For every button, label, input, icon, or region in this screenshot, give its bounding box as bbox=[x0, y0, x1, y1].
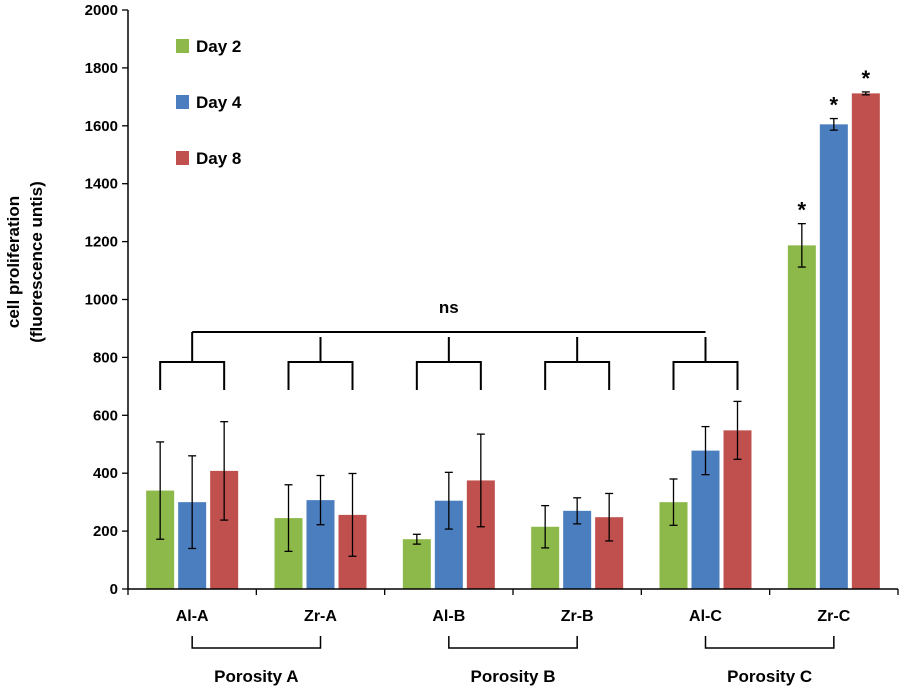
bars bbox=[146, 93, 880, 589]
x-category-label: Zr-C bbox=[817, 608, 850, 625]
y-tick-label: 1600 bbox=[85, 118, 118, 135]
x-category-label: Al-B bbox=[432, 608, 465, 625]
y-tick-label: 1400 bbox=[85, 176, 118, 193]
x-axis-categories: Al-A Zr-A Al-B Zr-B Al-C Zr-C bbox=[176, 608, 851, 625]
porosity-groups: Porosity A Porosity B Porosity C bbox=[191, 636, 835, 686]
group-label: Porosity B bbox=[470, 667, 555, 686]
group-label: Porosity A bbox=[214, 667, 298, 686]
legend-label: Day 2 bbox=[196, 37, 241, 56]
ns-bracket bbox=[544, 361, 611, 390]
y-tick-label: 1200 bbox=[85, 234, 118, 251]
group-bracket bbox=[704, 636, 835, 649]
ns-bracket bbox=[287, 361, 354, 390]
legend-swatch bbox=[176, 39, 189, 53]
group-bracket bbox=[448, 636, 578, 649]
y-tick-label: 1800 bbox=[85, 60, 118, 77]
legend-label: Day 4 bbox=[196, 93, 242, 112]
group-label: Porosity C bbox=[727, 667, 812, 686]
y-axis-label-line-1: cell proliferation bbox=[4, 196, 23, 328]
x-category-label: Al-C bbox=[689, 608, 722, 625]
x-category-label: Zr-B bbox=[561, 608, 594, 625]
significance-stars: * * * bbox=[798, 66, 871, 223]
ns-bracket bbox=[159, 361, 226, 390]
legend: Day 2 Day 4 Day 8 bbox=[176, 37, 242, 168]
significance-star: * bbox=[830, 93, 839, 118]
legend-label: Day 8 bbox=[196, 149, 241, 168]
error-bars bbox=[156, 91, 870, 557]
y-axis-label-line-2: (fluorescence untis) bbox=[27, 181, 46, 343]
y-tick-label: 1000 bbox=[85, 292, 118, 309]
ns-bracket bbox=[672, 361, 739, 390]
group-bracket bbox=[191, 636, 322, 649]
y-axis-ticks: 0 200 400 600 800 1000 1200 1400 1600 1800 2000 bbox=[85, 2, 128, 598]
significance-star: * bbox=[798, 198, 807, 223]
y-tick-label: 600 bbox=[93, 407, 118, 424]
legend-swatch bbox=[176, 95, 189, 109]
y-tick-label: 0 bbox=[110, 581, 118, 598]
axes bbox=[127, 10, 899, 595]
y-tick-label: 800 bbox=[93, 349, 118, 366]
bar bbox=[819, 124, 848, 589]
bar bbox=[851, 93, 880, 589]
bar bbox=[402, 539, 431, 589]
y-tick-label: 400 bbox=[93, 465, 118, 482]
x-category-label: Al-A bbox=[176, 608, 209, 625]
y-tick-label: 200 bbox=[93, 523, 118, 540]
y-axis-label: cell proliferation (fluorescence untis) bbox=[4, 181, 46, 343]
y-tick-label: 2000 bbox=[85, 2, 118, 19]
x-category-label: Zr-A bbox=[304, 608, 337, 625]
ns-label: ns bbox=[439, 298, 459, 317]
significance-brackets: ns bbox=[159, 298, 739, 390]
ns-bracket bbox=[415, 361, 482, 390]
significance-star: * bbox=[862, 66, 871, 91]
bar bbox=[787, 245, 816, 589]
legend-swatch bbox=[176, 151, 189, 165]
